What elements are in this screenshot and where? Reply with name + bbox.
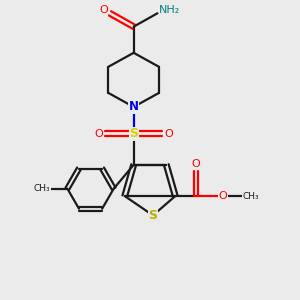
Text: O: O xyxy=(164,129,173,139)
Text: O: O xyxy=(192,159,200,169)
Text: N: N xyxy=(129,100,139,113)
Text: CH₃: CH₃ xyxy=(243,192,260,201)
Text: S: S xyxy=(129,127,138,140)
Text: S: S xyxy=(148,209,158,222)
Text: N: N xyxy=(129,100,139,113)
Text: CH₃: CH₃ xyxy=(34,184,50,193)
Text: NH₂: NH₂ xyxy=(159,5,181,15)
Text: O: O xyxy=(94,129,103,139)
Text: O: O xyxy=(218,191,227,201)
Text: O: O xyxy=(99,5,108,15)
